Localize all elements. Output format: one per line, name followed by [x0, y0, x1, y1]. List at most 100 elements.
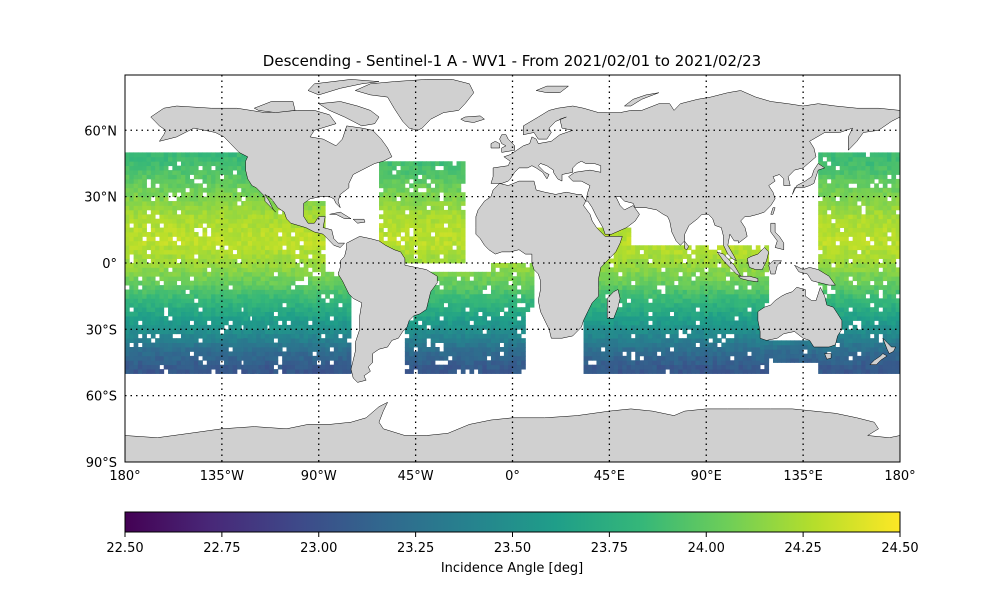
- data-cell: [417, 333, 423, 339]
- data-cell: [635, 285, 640, 290]
- data-cell: [417, 351, 423, 357]
- data-cell: [159, 227, 165, 233]
- data-cell: [635, 347, 640, 352]
- data-cell: [447, 289, 453, 295]
- data-cell: [299, 276, 305, 282]
- data-cell: [342, 338, 348, 343]
- data-cell: [273, 258, 279, 264]
- data-cell: [155, 178, 160, 184]
- data-cell: [133, 214, 139, 220]
- data-cell: [277, 218, 283, 224]
- data-cell: [404, 232, 410, 237]
- data-cell: [772, 349, 778, 355]
- data-cell: [155, 347, 160, 352]
- data-cell: [228, 196, 234, 202]
- data-cell: [189, 156, 195, 162]
- data-cell: [738, 258, 744, 264]
- data-cell: [721, 369, 727, 374]
- data-cell: [673, 262, 679, 268]
- data-cell: [490, 307, 496, 313]
- data-cell: [409, 236, 414, 242]
- data-cell: [150, 289, 156, 295]
- data-cell: [699, 311, 705, 317]
- data-cell: [307, 258, 313, 264]
- data-cell: [456, 165, 462, 171]
- data-cell: [785, 349, 791, 355]
- data-cell: [228, 271, 234, 277]
- data-cell: [734, 360, 739, 366]
- data-cell: [379, 174, 384, 180]
- data-cell: [742, 298, 748, 304]
- data-cell: [430, 161, 436, 167]
- data-cell: [708, 285, 714, 290]
- data-cell: [202, 355, 208, 361]
- data-cell: [686, 258, 692, 264]
- data-cell: [303, 324, 309, 330]
- data-cell: [312, 293, 317, 299]
- data-cell: [447, 209, 453, 215]
- data-cell: [338, 355, 343, 361]
- data-cell: [456, 298, 462, 304]
- data-cell: [232, 271, 238, 277]
- data-cell: [342, 351, 348, 357]
- data-cell: [465, 271, 470, 277]
- data-cell: [729, 324, 735, 330]
- data-cell: [189, 293, 195, 299]
- data-cell: [252, 245, 257, 251]
- data-cell: [211, 254, 216, 259]
- data-cell: [617, 351, 623, 357]
- data-cell: [307, 245, 313, 251]
- data-cell: [764, 293, 770, 299]
- data-cell: [282, 214, 287, 220]
- data-cell: [521, 262, 526, 268]
- data-cell: [426, 174, 432, 180]
- data-cell: [630, 249, 636, 255]
- data-cell: [439, 333, 445, 339]
- data-cell: [125, 307, 130, 313]
- data-cell: [652, 329, 658, 335]
- data-cell: [236, 254, 242, 259]
- data-cell: [626, 311, 632, 317]
- data-cell: [307, 280, 313, 286]
- data-cell: [155, 355, 160, 361]
- data-cell: [198, 333, 203, 339]
- data-cell: [818, 360, 823, 366]
- data-cell: [180, 161, 186, 167]
- data-cell: [422, 369, 427, 374]
- data-cell: [260, 223, 266, 228]
- data-cell: [426, 307, 432, 313]
- data-cell: [299, 254, 305, 259]
- data-cell: [387, 161, 393, 167]
- data-cell: [839, 347, 845, 352]
- data-cell: [307, 333, 313, 339]
- data-cell: [286, 351, 292, 357]
- data-cell: [125, 192, 130, 198]
- data-cell: [600, 369, 606, 374]
- data-cell: [316, 302, 322, 308]
- data-cell: [639, 329, 645, 335]
- data-cell: [137, 161, 143, 167]
- data-cell: [206, 351, 212, 357]
- data-cell: [521, 338, 526, 343]
- data-cell: [413, 174, 419, 180]
- data-cell: [176, 285, 182, 290]
- data-cell: [443, 209, 449, 215]
- data-cell: [277, 240, 283, 246]
- data-cell: [747, 338, 752, 343]
- data-cell: [163, 214, 169, 220]
- data-cell: [404, 342, 410, 348]
- data-cell: [613, 329, 619, 335]
- data-cell: [409, 205, 414, 211]
- data-cell: [269, 311, 274, 317]
- data-cell: [831, 196, 836, 202]
- data-cell: [443, 214, 449, 220]
- data-cell: [146, 369, 152, 374]
- data-cell: [400, 209, 406, 215]
- data-cell: [665, 298, 671, 304]
- data-cell: [299, 267, 305, 273]
- data-cell: [189, 280, 195, 286]
- data-cell: [333, 307, 339, 313]
- data-cell: [695, 311, 701, 317]
- data-cell: [669, 316, 675, 321]
